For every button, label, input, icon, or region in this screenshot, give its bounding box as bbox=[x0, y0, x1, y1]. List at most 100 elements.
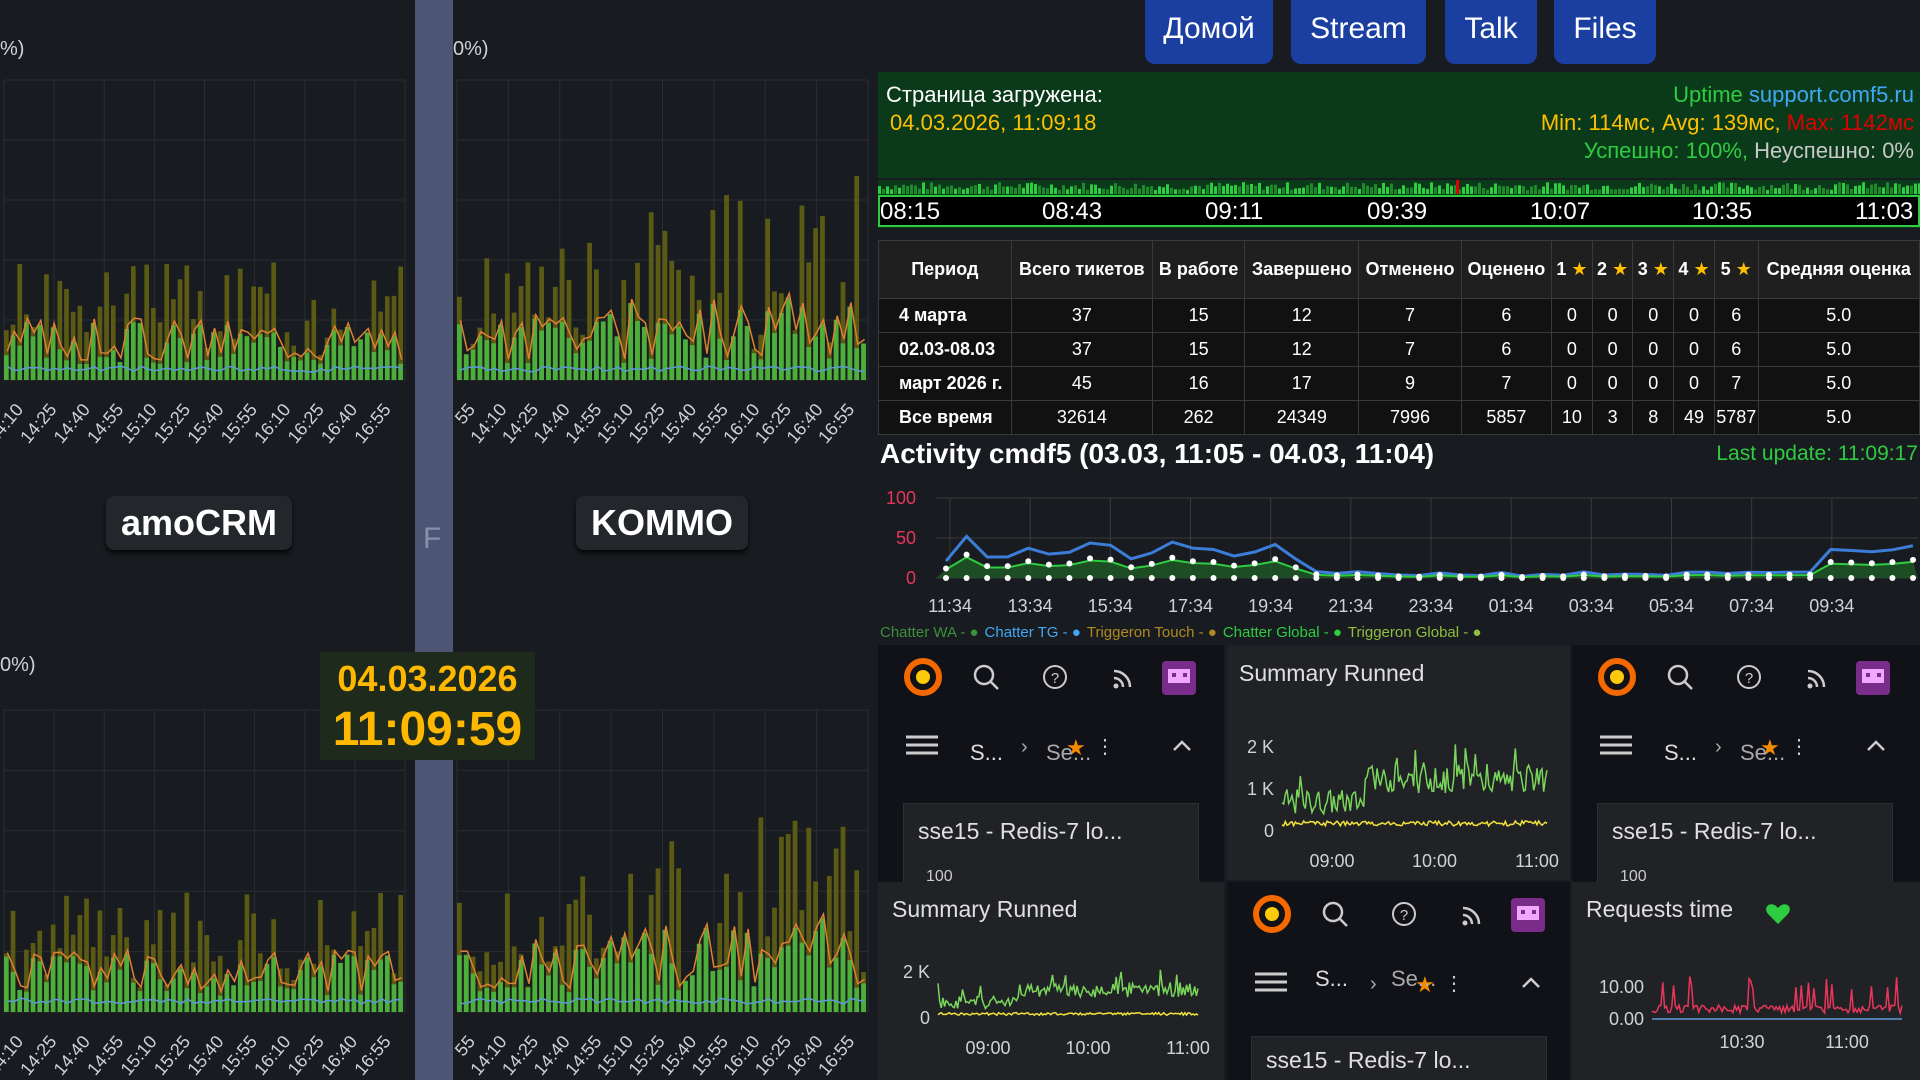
avatar-icon[interactable] bbox=[1511, 898, 1545, 932]
breadcrumb-first[interactable]: S... bbox=[1664, 740, 1698, 765]
bar-green bbox=[594, 978, 599, 1012]
bar-green bbox=[364, 960, 370, 1012]
heartbeat-bar bbox=[1182, 188, 1185, 194]
bar-green bbox=[587, 340, 592, 380]
bar-green bbox=[840, 343, 846, 380]
heartbeat-bar bbox=[1570, 185, 1573, 194]
search-icon[interactable] bbox=[1667, 664, 1693, 690]
series-point bbox=[1848, 575, 1855, 581]
series-line-blue bbox=[944, 534, 1914, 578]
star-icon: ★ bbox=[1730, 259, 1752, 279]
stats-cell: 0 bbox=[1591, 298, 1634, 333]
bar-olive bbox=[244, 894, 250, 1012]
bar-green bbox=[600, 958, 606, 1012]
activity-x-tick: 07:34 bbox=[1729, 596, 1774, 616]
grafana-logo-icon[interactable] bbox=[1253, 895, 1291, 933]
heartbeat-bar bbox=[1834, 184, 1837, 194]
heartbeat-bar bbox=[1814, 188, 1817, 194]
legend-item[interactable]: Triggeron Touch - ● bbox=[1087, 624, 1217, 641]
heartbeat-bar bbox=[1398, 188, 1401, 194]
heartbeat-bar bbox=[1522, 186, 1525, 194]
heartbeat-bar bbox=[1374, 184, 1377, 194]
legend-item[interactable]: Triggeron Global - ● bbox=[1348, 624, 1482, 641]
heartbeat-bar bbox=[930, 182, 933, 194]
bar-green bbox=[37, 961, 43, 1012]
bar-olive bbox=[840, 282, 846, 380]
heartbeat-bar bbox=[1754, 189, 1757, 194]
nav-stream-button[interactable]: Stream bbox=[1291, 0, 1426, 64]
avatar-icon[interactable] bbox=[1162, 661, 1196, 695]
heartbeat-bar bbox=[1634, 186, 1637, 194]
bar-green bbox=[124, 954, 129, 1012]
breadcrumb-first[interactable]: S... bbox=[970, 740, 1004, 765]
heartbeat-bar bbox=[1322, 189, 1325, 194]
heartbeat-bar bbox=[1562, 185, 1565, 194]
bar-olive bbox=[792, 820, 798, 1012]
failure-rate: Неуспешно: 0% bbox=[1754, 138, 1914, 163]
series-point bbox=[1025, 575, 1032, 581]
rss-icon[interactable] bbox=[1807, 669, 1826, 689]
breadcrumb-second[interactable]: Se... bbox=[1391, 966, 1437, 991]
rss-icon[interactable] bbox=[1113, 669, 1132, 689]
heartbeat-bar bbox=[1482, 188, 1485, 194]
page-loaded-time: 04.03.2026, 11:09:18 bbox=[890, 110, 1097, 135]
avatar-icon[interactable] bbox=[1856, 661, 1890, 695]
search-icon[interactable] bbox=[973, 664, 999, 690]
series-point bbox=[1066, 575, 1073, 581]
help-icon[interactable]: ? bbox=[1392, 902, 1416, 926]
breadcrumb-first[interactable]: S... bbox=[1315, 966, 1349, 991]
heartbeat-bar bbox=[974, 185, 977, 194]
uptime-host-link[interactable]: support.comf5.ru bbox=[1748, 82, 1914, 107]
latency-max: Max: 1142мс bbox=[1786, 110, 1914, 135]
search-icon[interactable] bbox=[1322, 901, 1348, 927]
heartbeat-bar bbox=[994, 184, 997, 194]
help-icon[interactable]: ? bbox=[1737, 665, 1761, 689]
menu-icon[interactable] bbox=[906, 735, 938, 755]
bar-olive bbox=[264, 293, 270, 380]
bar-green bbox=[484, 340, 490, 380]
nav-talk-button[interactable]: Talk bbox=[1445, 0, 1537, 64]
bar-olive bbox=[184, 892, 190, 1012]
breadcrumb-second[interactable]: Se... bbox=[1046, 740, 1092, 765]
heartbeat-bar bbox=[1534, 185, 1537, 194]
legend-item[interactable]: Chatter WA - ● bbox=[880, 624, 979, 641]
grafana-logo-icon[interactable] bbox=[1598, 658, 1636, 696]
bar-green bbox=[184, 362, 190, 380]
heartbeat-bar bbox=[1802, 189, 1805, 194]
heartbeat-bar bbox=[982, 188, 985, 194]
heartbeat-bar bbox=[1578, 187, 1581, 194]
rss-icon[interactable] bbox=[1462, 906, 1481, 926]
help-icon[interactable]: ? bbox=[1043, 665, 1067, 689]
bar-green bbox=[271, 956, 277, 1012]
menu-icon[interactable] bbox=[1600, 735, 1632, 755]
bar-olive bbox=[580, 876, 586, 1012]
bar-green bbox=[384, 955, 390, 1012]
grafana-logo-icon[interactable] bbox=[904, 658, 942, 696]
heartbeat-bar bbox=[1530, 186, 1533, 194]
heartbeat-bar bbox=[1018, 184, 1021, 194]
nav-files-button[interactable]: Files bbox=[1554, 0, 1656, 64]
heartbeat-bar bbox=[1162, 187, 1165, 194]
bar-green bbox=[573, 949, 579, 1012]
stats-cell: 37 bbox=[1010, 298, 1154, 333]
bar-green bbox=[847, 306, 853, 380]
series-point bbox=[1148, 560, 1155, 567]
nav-home-button[interactable]: Домой bbox=[1145, 0, 1273, 64]
star-icon: ★ bbox=[1760, 736, 1780, 761]
heartbeat-bar bbox=[1514, 185, 1517, 194]
bar-olive bbox=[662, 230, 668, 380]
bar-green bbox=[457, 955, 462, 1012]
stats-header-row: Период Всего тикетов В работе Завершено Отме… bbox=[878, 240, 1920, 299]
bar-green bbox=[137, 323, 143, 380]
heartbeat-bar bbox=[1734, 183, 1737, 194]
heartbeat-bar bbox=[902, 184, 905, 194]
legend-item[interactable]: Chatter Global - ● bbox=[1223, 624, 1342, 641]
heartbeat-bar bbox=[1750, 187, 1753, 194]
breadcrumb-second[interactable]: Se... bbox=[1740, 740, 1786, 765]
grafana-tile-1: ? › ★ ⋮ S... Se... sse15 - Redis-7 lo... 10… bbox=[878, 645, 1224, 882]
stats-cell: 5787 bbox=[1713, 400, 1759, 435]
legend-item[interactable]: Chatter TG - ● bbox=[985, 624, 1081, 641]
bar-green bbox=[491, 343, 497, 380]
heartbeat-bar bbox=[1062, 185, 1065, 194]
menu-icon[interactable] bbox=[1255, 972, 1287, 992]
